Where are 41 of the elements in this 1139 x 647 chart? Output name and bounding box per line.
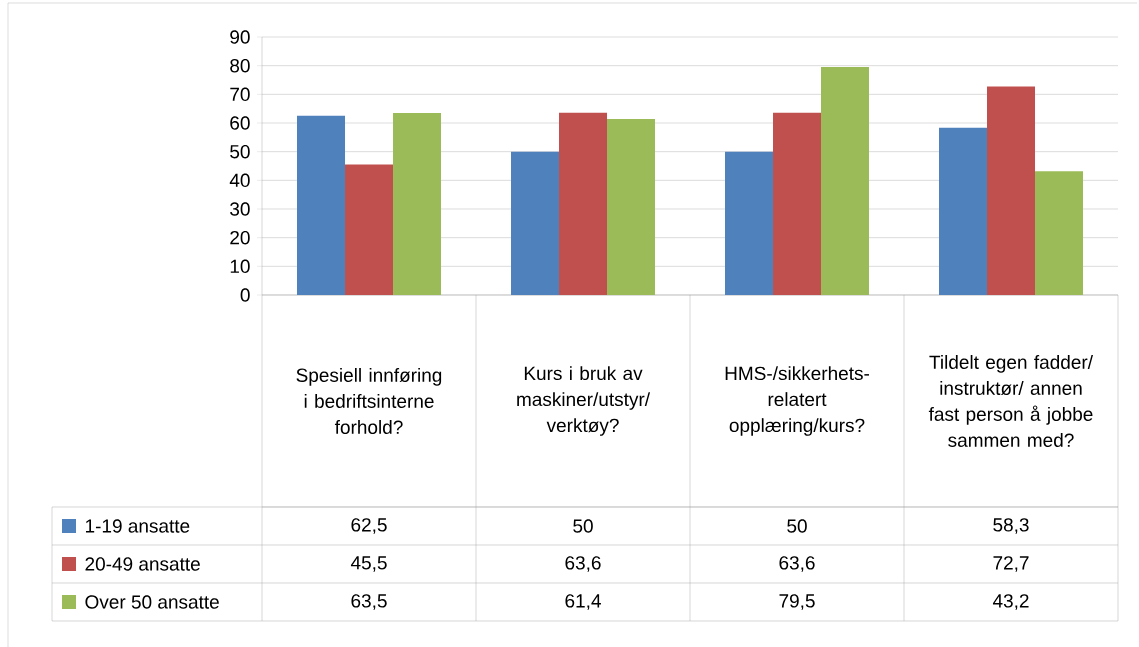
data-label: 62,5 [351, 518, 387, 534]
data-label: 63,5 [351, 594, 387, 610]
data-label: 72,7 [993, 556, 1029, 572]
bar [725, 151, 774, 295]
data-label: 43,2 [992, 594, 1029, 610]
y-tick-label: 0 [240, 288, 250, 302]
y-tick-label: 20 [230, 230, 250, 245]
data-label: 79,5 [779, 594, 815, 610]
data-label: 50 [787, 519, 807, 533]
y-tick-label: 80 [230, 58, 250, 73]
bar [297, 115, 346, 295]
data-label: 58,3 [993, 518, 1029, 534]
y-tick-label: 10 [230, 259, 250, 273]
y-tick-label: 60 [230, 116, 250, 130]
bar [987, 86, 1036, 295]
x-tick-label: Tildelt egen fadder/ instruktør/ annen fast person å jobbe sammen med? [928, 354, 1093, 447]
legend-label: 20-49 ansatte [85, 557, 200, 571]
data-label: 63,6 [779, 556, 815, 572]
data-label: 63,6 [565, 556, 601, 572]
data-label: 61,4 [565, 594, 601, 610]
data-label: 45,5 [350, 556, 387, 572]
y-tick-label: 30 [230, 202, 250, 216]
bar [511, 151, 560, 295]
legend-label: 1-19 ansatte [85, 519, 190, 533]
y-tick-label: 40 [229, 173, 250, 187]
bar [821, 67, 870, 295]
bar [773, 112, 822, 295]
x-tick-label: Spesiell innføring i bedriftsinterne forhold? [296, 367, 442, 434]
y-tick-label: 50 [230, 144, 250, 159]
legend-label: Over 50 ansatte [85, 595, 219, 609]
x-tick-label: HMS-/sikkerhets-relatert opplæring/kurs? [725, 366, 869, 436]
bar [559, 112, 608, 295]
bar [1035, 171, 1084, 295]
y-tick-label: 70 [230, 87, 250, 101]
data-label: 50 [573, 519, 593, 533]
bar [393, 112, 442, 295]
bar [607, 118, 656, 295]
bar [345, 164, 394, 295]
y-tick-label: 90 [230, 30, 250, 44]
x-tick-label: Kurs i bruk av maskiner/utstyr/ verktøy? [517, 366, 651, 436]
bar [939, 127, 988, 295]
